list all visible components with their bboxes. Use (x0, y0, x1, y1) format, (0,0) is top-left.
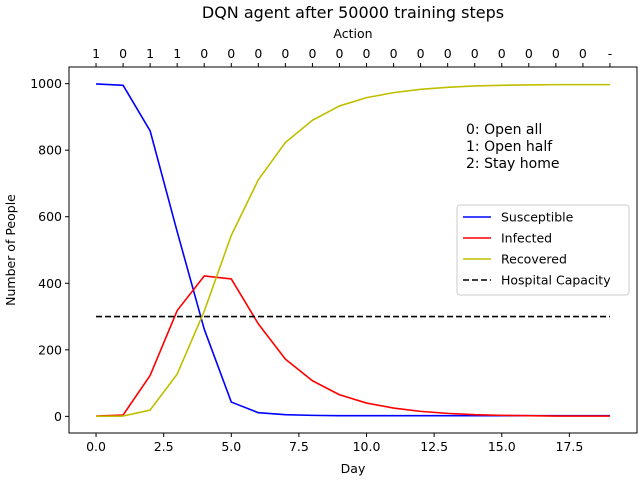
legend-label: Susceptible (501, 210, 574, 225)
y-tick-label: 400 (38, 276, 62, 291)
top-axis-ticks: 1 0 1 1 0 0 0 0 0 0 0 0 0 0 0 0 0 0 0 - (92, 46, 612, 67)
top-tick-label: 0 (390, 46, 398, 61)
top-tick-label: 0 (363, 46, 371, 61)
series-layer (96, 83, 610, 418)
y-tick-label: 0 (54, 409, 62, 424)
legend-label: Infected (501, 231, 552, 246)
top-tick-label: 0 (119, 46, 127, 61)
x-tick-label: 10.0 (353, 439, 381, 454)
x-tick-label: 2.5 (154, 439, 174, 454)
top-tick-label: 0 (227, 46, 235, 61)
top-axis-title: Action (333, 26, 372, 41)
top-tick-label: 0 (308, 46, 316, 61)
y-tick-label: 600 (38, 209, 62, 224)
plot-frame (68, 66, 638, 434)
series-line-recovered (96, 83, 610, 418)
top-tick-label: 1 (146, 46, 154, 61)
top-tick-label: 0 (498, 46, 506, 61)
x-tick-label: 0.0 (86, 439, 106, 454)
x-tick-label: 7.5 (289, 439, 309, 454)
annotation-line: 1: Open half (466, 139, 553, 155)
x-tick-label: 15.0 (488, 439, 516, 454)
x-tick-label: 17.5 (555, 439, 583, 454)
top-tick-label: 1 (92, 46, 100, 61)
annotation-line: 0: Open all (466, 122, 542, 138)
x-axis-title: Day (341, 461, 366, 476)
y-tick-label: 1000 (30, 76, 62, 91)
series-line-infected (96, 275, 610, 417)
top-tick-label: 0 (281, 46, 289, 61)
chart-title: DQN agent after 50000 training steps (202, 3, 504, 22)
y-axis-title: Number of People (3, 194, 18, 306)
legend-box (456, 204, 630, 296)
annotation-line: 2: Stay home (466, 156, 559, 172)
legend-label: Recovered (501, 252, 567, 267)
top-tick-label: 0 (335, 46, 343, 61)
action-annotation: 0: Open all 1: Open half 2: Stay home (466, 122, 559, 172)
top-tick-label: 1 (173, 46, 181, 61)
y-axis-ticks: 0 200 400 600 800 1000 (30, 76, 69, 424)
top-tick-label: 0 (254, 46, 262, 61)
top-tick-label: 0 (552, 46, 560, 61)
top-tick-label: 0 (579, 46, 587, 61)
x-tick-label: 12.5 (420, 439, 448, 454)
top-tick-label: - (608, 46, 613, 61)
top-tick-label: 0 (417, 46, 425, 61)
top-tick-label: 0 (200, 46, 208, 61)
top-tick-label: 0 (525, 46, 533, 61)
x-tick-label: 5.0 (221, 439, 241, 454)
y-tick-label: 800 (38, 143, 62, 158)
top-tick-label: 0 (444, 46, 452, 61)
top-tick-label: 0 (471, 46, 479, 61)
x-axis-ticks: 0.0 2.5 5.0 7.5 10.0 12.5 15.0 17.5 (86, 433, 583, 454)
legend-label: Hospital Capacity (501, 273, 611, 288)
legend: Susceptible Infected Recovered Hospital Cap… (456, 204, 630, 296)
y-tick-label: 200 (38, 342, 62, 357)
